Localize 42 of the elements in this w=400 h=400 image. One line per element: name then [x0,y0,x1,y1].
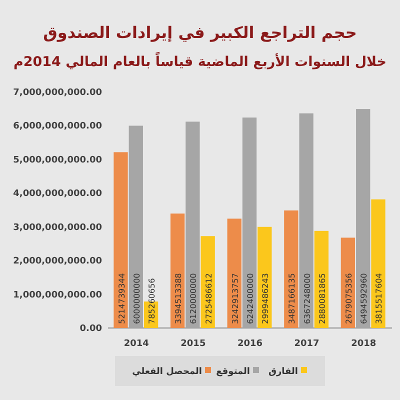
x-tick-label: 2018 [351,339,376,349]
bar [242,118,257,328]
data-label: 2999486243 [261,273,270,324]
data-label: 3815517604 [374,273,384,324]
bar [114,152,128,328]
bar [371,199,386,328]
legend-label: المحصل الفعلي [132,367,202,377]
y-tick-label: 3,000,000,000.00 [13,222,102,233]
data-label: 3394513388 [174,273,184,324]
x-tick-label: 2017 [294,339,320,349]
data-label: 2880081865 [318,273,327,324]
chart-subtitle: خلال السنوات الأربع الماضية قياساً بالعام المالي 2014م [13,51,387,70]
legend-label: المتوقع [216,367,250,377]
data-label: 2679075356 [344,273,354,324]
bar [128,126,143,328]
data-label: 6494592960 [360,273,369,324]
data-label: 5214739344 [117,273,126,324]
y-tick-label: 0.00 [80,324,102,334]
y-tick-label: 5,000,000,000.00 [13,155,102,166]
data-label: 6120000000 [189,273,198,324]
y-tick-label: 7,000,000,000.00 [13,88,102,98]
bar [299,113,314,328]
chart-title: حجم التراجع الكبير في إيرادات الصندوق [43,23,357,42]
x-tick-label: 2014 [124,339,149,349]
data-label: 3487166135 [288,273,297,324]
x-tick-label: 2015 [180,339,206,349]
bar [227,218,242,328]
y-tick-label: 2,000,000,000.00 [13,256,102,267]
bar [186,122,200,328]
x-tick-label: 2016 [237,339,263,349]
data-label: 2725486612 [204,273,214,324]
legend-label: الفارق [268,367,298,377]
bar [284,210,298,328]
bar [356,109,370,328]
data-label: 6367248000 [302,273,312,324]
data-label: 785260656 [148,278,157,324]
data-label: 3242913757 [230,273,240,324]
data-label: 6000000000 [132,273,142,324]
y-tick-label: 6,000,000,000.00 [13,122,102,132]
y-tick-label: 4,000,000,000.00 [13,189,102,200]
data-label: 6242400000 [246,273,255,324]
y-tick-label: 1,000,000,000.00 [13,290,102,300]
